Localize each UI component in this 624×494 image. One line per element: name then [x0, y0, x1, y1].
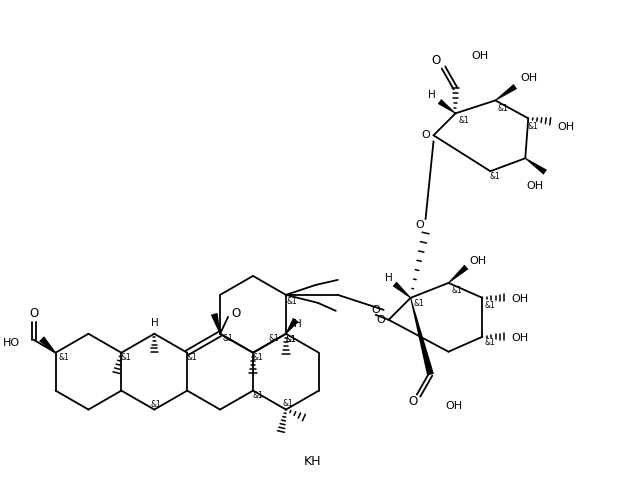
Text: &1: &1: [58, 353, 69, 362]
Text: &1: &1: [187, 353, 198, 362]
Polygon shape: [495, 84, 517, 101]
Text: HO: HO: [2, 338, 19, 348]
Text: H: H: [294, 319, 302, 329]
Text: &1: &1: [253, 353, 263, 362]
Text: OH: OH: [512, 294, 529, 304]
Text: OH: OH: [512, 333, 529, 343]
Text: &1: &1: [151, 400, 162, 409]
Text: OH: OH: [472, 50, 489, 61]
Text: &1: &1: [490, 172, 500, 181]
Text: H: H: [152, 318, 159, 328]
Polygon shape: [286, 318, 299, 334]
Text: &1: &1: [485, 301, 495, 310]
Text: &1: &1: [413, 299, 424, 308]
Polygon shape: [211, 313, 221, 334]
Text: O: O: [421, 130, 430, 140]
Text: &1: &1: [528, 122, 539, 131]
Text: &1: &1: [458, 116, 469, 125]
Text: KH: KH: [304, 455, 321, 468]
Polygon shape: [448, 265, 469, 283]
Text: O: O: [431, 54, 440, 67]
Text: O: O: [408, 395, 417, 408]
Text: OH: OH: [470, 256, 487, 266]
Text: OH: OH: [527, 181, 544, 191]
Text: &1: &1: [451, 287, 462, 295]
Polygon shape: [410, 298, 434, 375]
Text: &1: &1: [121, 353, 132, 362]
Text: &1: &1: [223, 334, 233, 343]
Text: OH: OH: [445, 401, 462, 411]
Polygon shape: [392, 282, 411, 298]
Polygon shape: [437, 99, 456, 114]
Text: &1: &1: [268, 334, 280, 343]
Text: &1: &1: [286, 335, 296, 344]
Text: O: O: [371, 305, 380, 315]
Text: O: O: [376, 315, 385, 325]
Text: &1: &1: [283, 399, 293, 408]
Text: O: O: [415, 220, 424, 230]
Text: OH: OH: [558, 123, 575, 132]
Text: O: O: [232, 307, 241, 320]
Text: H: H: [385, 273, 392, 283]
Text: OH: OH: [520, 74, 538, 83]
Polygon shape: [525, 158, 547, 175]
Text: &1: &1: [286, 335, 296, 344]
Text: O: O: [29, 307, 38, 320]
Text: &1: &1: [286, 297, 297, 306]
Text: H: H: [427, 90, 436, 100]
Polygon shape: [39, 336, 56, 353]
Text: &1: &1: [253, 391, 263, 400]
Text: &1: &1: [485, 338, 495, 347]
Text: &1: &1: [498, 104, 509, 113]
